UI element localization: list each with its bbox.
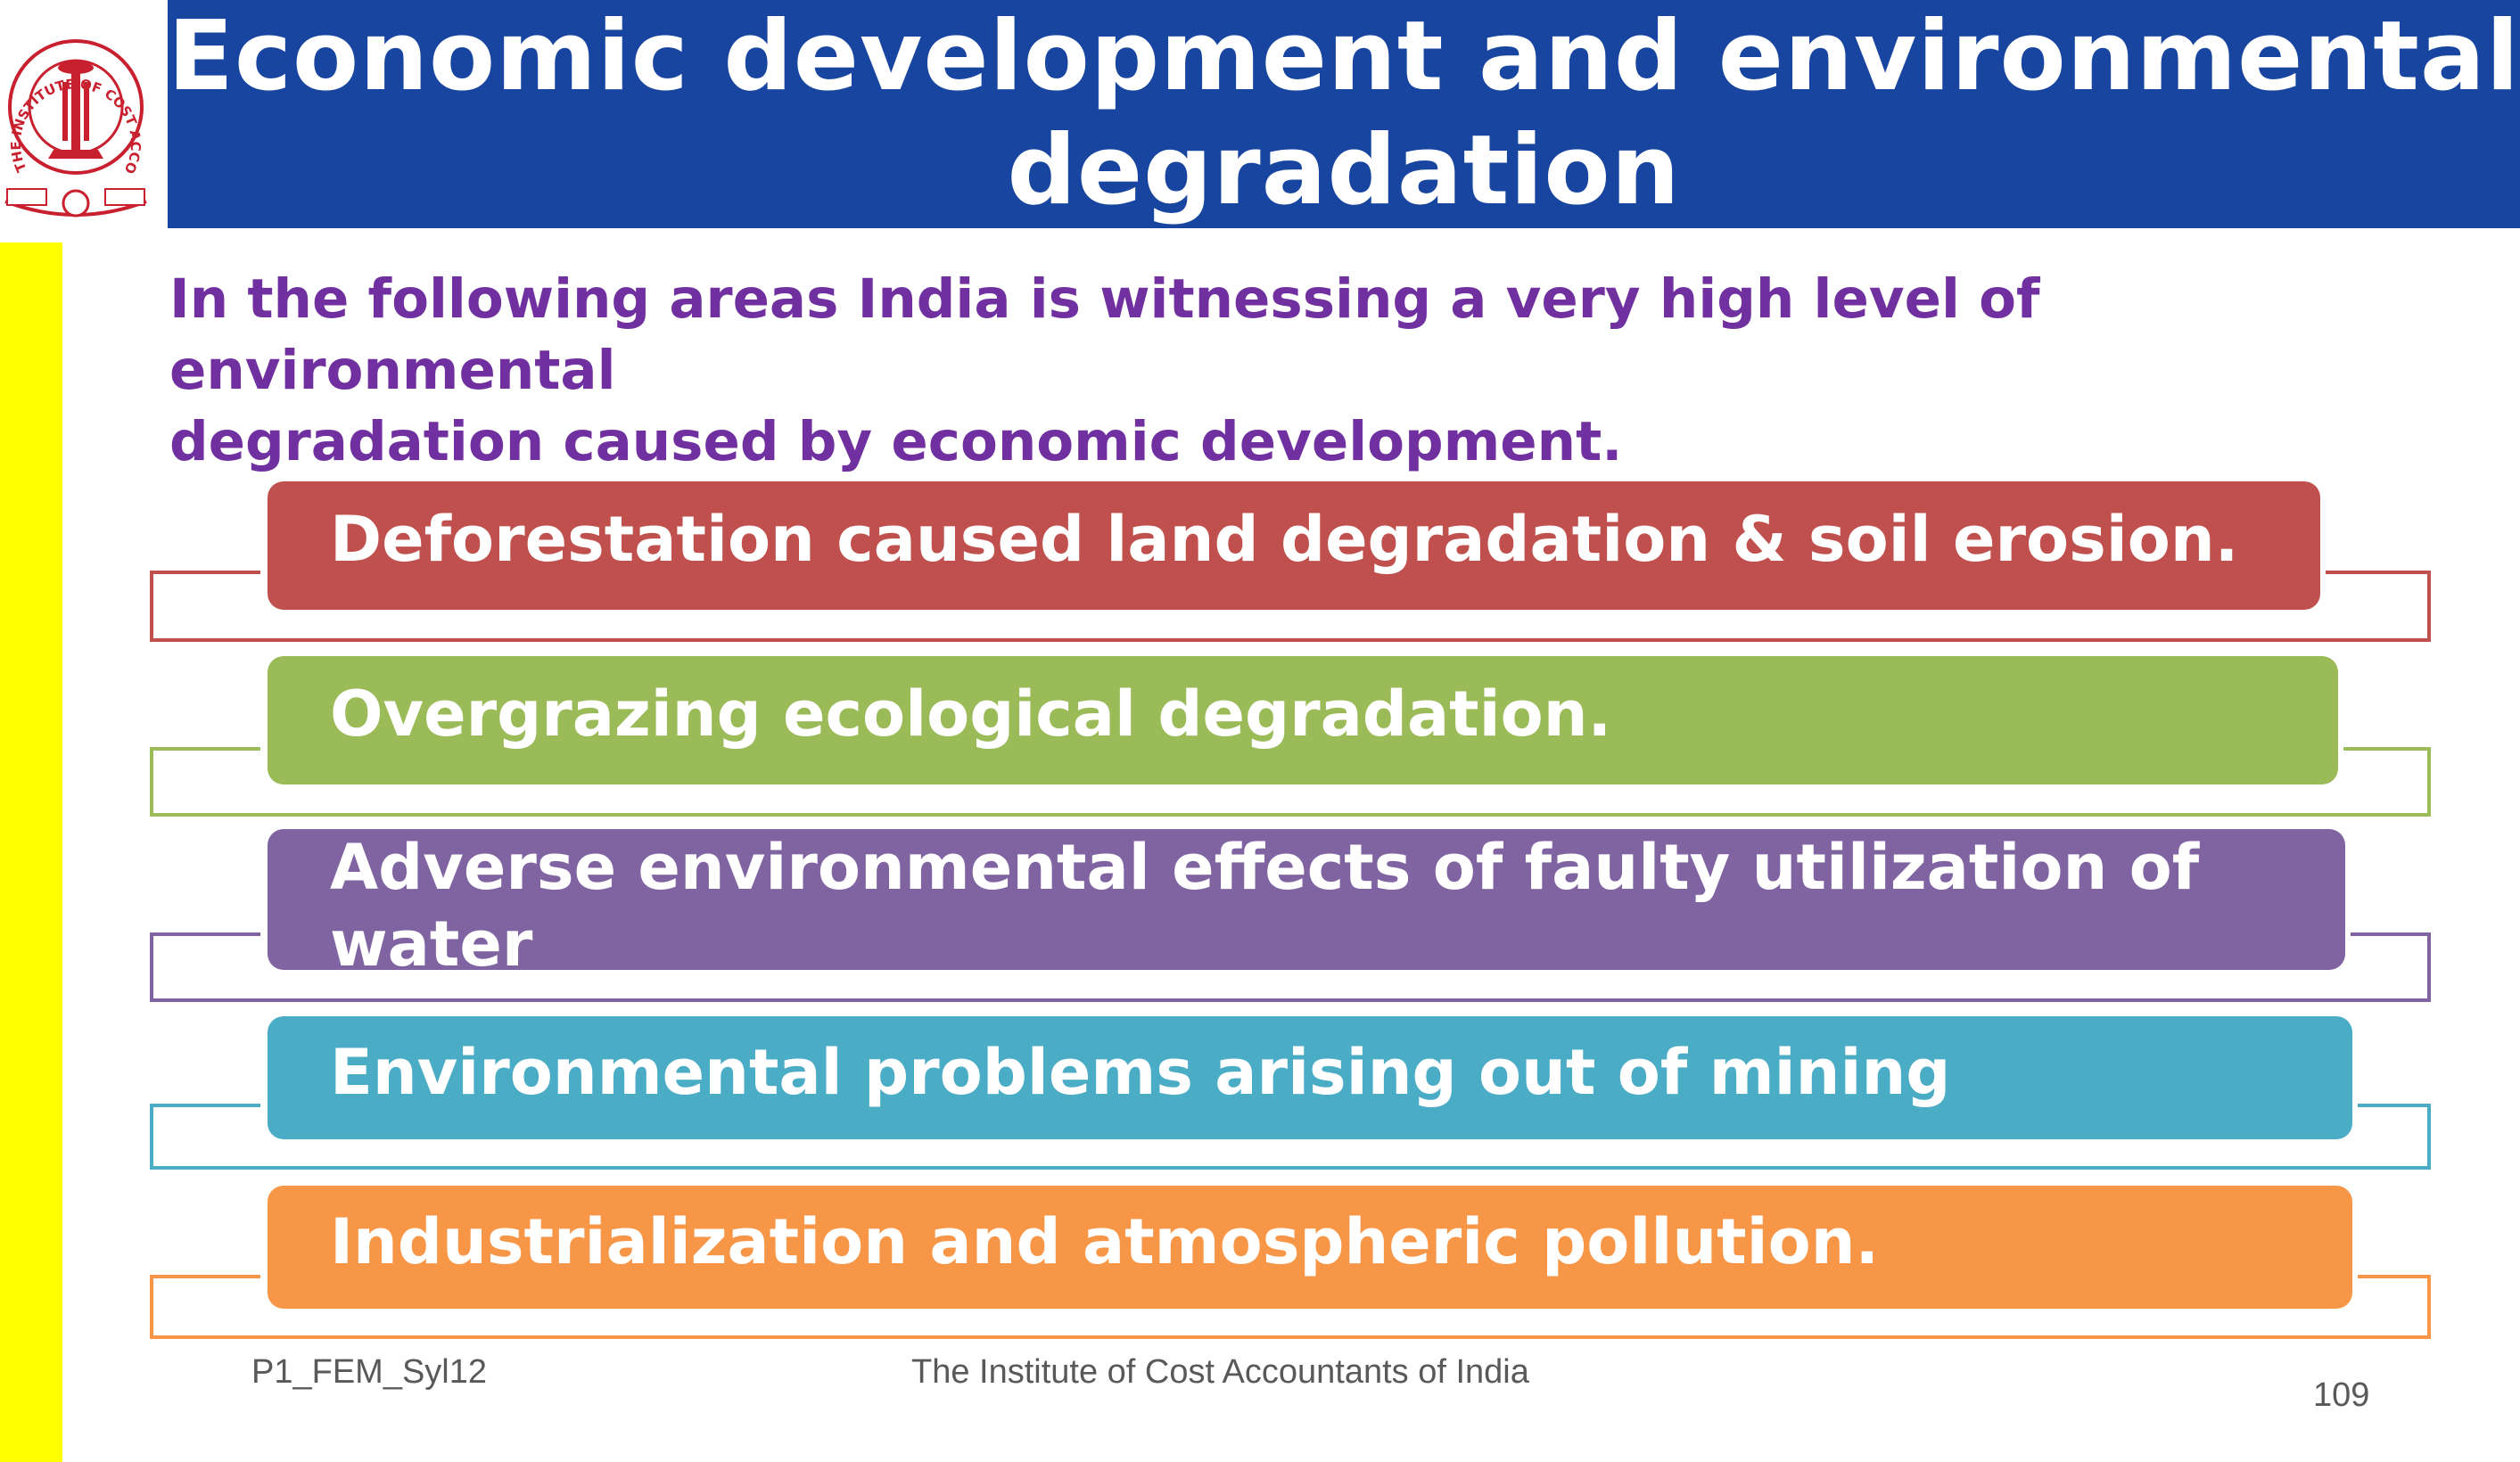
bracket-tick-left bbox=[150, 571, 260, 574]
bracket-tick-left bbox=[150, 747, 260, 751]
bracket-tick-right bbox=[2358, 1275, 2431, 1278]
item-pill: Environmental problems arising out of mi… bbox=[268, 1016, 2352, 1139]
bracket-frame bbox=[150, 932, 2431, 1002]
slide-title: Economic development and environmental d… bbox=[168, 0, 2520, 228]
bracket-tick-left bbox=[150, 932, 260, 936]
bracket-tick-right bbox=[2358, 1104, 2431, 1107]
item-text: Adverse environmental effects of faulty … bbox=[330, 831, 2200, 981]
intro-line-2: degradation caused by economic developme… bbox=[169, 410, 1623, 473]
item-pill: Industrialization and atmospheric pollut… bbox=[268, 1186, 2352, 1309]
bracket-tick-right bbox=[2326, 571, 2431, 574]
footer-course-code: P1_FEM_Syl12 bbox=[251, 1353, 488, 1391]
item-text: Environmental problems arising out of mi… bbox=[330, 1036, 1951, 1109]
bracket-frame bbox=[150, 1275, 2431, 1339]
lamp-seal-icon bbox=[48, 62, 103, 159]
institute-logo: THE INSTITUTE OF COST ACCOUNTANTS OF IND… bbox=[0, 0, 147, 218]
bracket-tick-right bbox=[2351, 932, 2431, 936]
bracket-frame bbox=[150, 571, 2431, 642]
bracket-frame bbox=[150, 747, 2431, 817]
slide-title-line-1: Economic development and environmental bbox=[168, 1, 2520, 112]
intro-text: In the following areas India is witnessi… bbox=[169, 264, 2452, 478]
bracket-tick-left bbox=[150, 1275, 260, 1278]
bracket-tick-right bbox=[2343, 747, 2431, 751]
bracket-tick-left bbox=[150, 1104, 260, 1107]
item-pill: Deforestation caused land degradation & … bbox=[268, 481, 2320, 610]
side-accent-bar bbox=[0, 242, 62, 1462]
intro-line-1: In the following areas India is witnessi… bbox=[169, 267, 2040, 402]
item-text: Overgrazing ecological degradation. bbox=[330, 678, 1612, 751]
item-pill: Adverse environmental effects of faulty … bbox=[268, 829, 2345, 1057]
bracket-frame bbox=[150, 1104, 2431, 1170]
item-pill: Overgrazing ecological degradation. bbox=[268, 656, 2338, 784]
footer-institute-name: The Institute of Cost Accountants of Ind… bbox=[911, 1353, 1529, 1391]
slide-title-line-2: degradation bbox=[1007, 115, 1681, 226]
item-text: Industrialization and atmospheric pollut… bbox=[330, 1205, 1880, 1278]
footer-page-number: 109 bbox=[2313, 1376, 2370, 1414]
item-text: Deforestation caused land degradation & … bbox=[330, 503, 2239, 576]
